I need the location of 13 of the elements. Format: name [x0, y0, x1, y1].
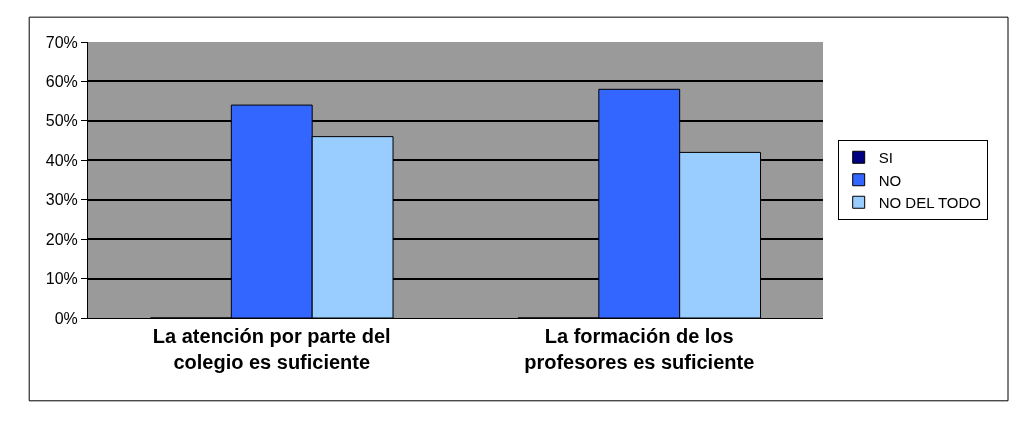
y-tick-label: 70%: [45, 33, 78, 51]
x-tick-label: La formación de los profesores es suficiente: [524, 325, 755, 373]
y-tick-label: 60%: [45, 73, 78, 91]
legend-label: SI: [878, 149, 893, 167]
y-tick-label: 20%: [45, 230, 78, 248]
x-tick-label: La atención por parte del colegio es suficiente: [152, 325, 391, 373]
y-tick-label: 0%: [54, 309, 78, 327]
y-tick-label: 10%: [45, 270, 78, 288]
legend-label: NO DEL TODO: [878, 194, 981, 212]
legend-label: NO: [878, 171, 902, 189]
y-tick-label: 40%: [45, 151, 78, 169]
y-tick-label: 30%: [45, 191, 78, 209]
y-tick-label: 50%: [45, 112, 78, 130]
